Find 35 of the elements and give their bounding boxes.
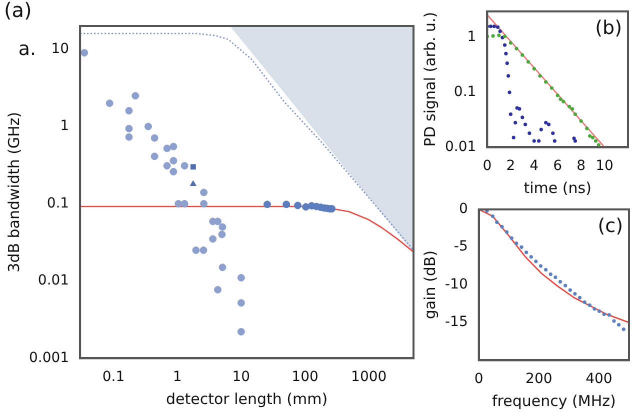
x-tick-label: 2 [506, 158, 516, 174]
x-axis-title: detector length (mm) [166, 390, 328, 408]
y-tick-label: 1 [467, 29, 476, 46]
y-tick-label: 0.01 [445, 138, 476, 155]
x-tick-label: 10 [596, 158, 614, 174]
x-tick-label: 0 [482, 158, 492, 174]
y-axis-title: 3dB bandwidth (GHz) [4, 112, 23, 272]
x-tick-label: 6 [553, 158, 562, 174]
annotation: (b) [595, 16, 622, 39]
annotation: (c) [598, 214, 623, 237]
x-tick-label: 100 [292, 369, 318, 386]
y-axis-title: PD signal (arb. u.) [420, 12, 439, 147]
y-tick-label: 10 [51, 40, 70, 57]
y-tick-label: 0 [458, 201, 468, 218]
x-axis-title: frequency (MHz) [492, 392, 616, 410]
y-tick-label: 0.1 [454, 84, 476, 100]
x-tick-label: 4 [530, 158, 539, 174]
y-tick-label: -10 [444, 276, 468, 292]
x-tick-label: 400 [586, 371, 612, 388]
y-tick-label: -5 [454, 238, 468, 255]
chart-title: (a) [4, 0, 32, 22]
y-tick-label: 0.01 [38, 272, 70, 289]
x-axis-title: time (ns) [524, 178, 592, 197]
y-tick-label: 1 [60, 118, 70, 134]
x-tick-label: 10 [232, 369, 250, 386]
y-tick-label: 0.1 [46, 195, 70, 212]
y-tick-label: -15 [444, 314, 468, 330]
x-tick-label: 200 [526, 371, 552, 388]
text: a. [18, 38, 36, 60]
x-tick-label: 0.1 [102, 369, 125, 386]
x-tick-label: 8 [576, 158, 586, 174]
y-tick-label: 0.001 [28, 350, 70, 366]
x-tick-label: 1 [172, 369, 182, 386]
y-axis-title: gain (dB) [420, 250, 439, 320]
x-tick-label: 1000 [351, 369, 387, 386]
